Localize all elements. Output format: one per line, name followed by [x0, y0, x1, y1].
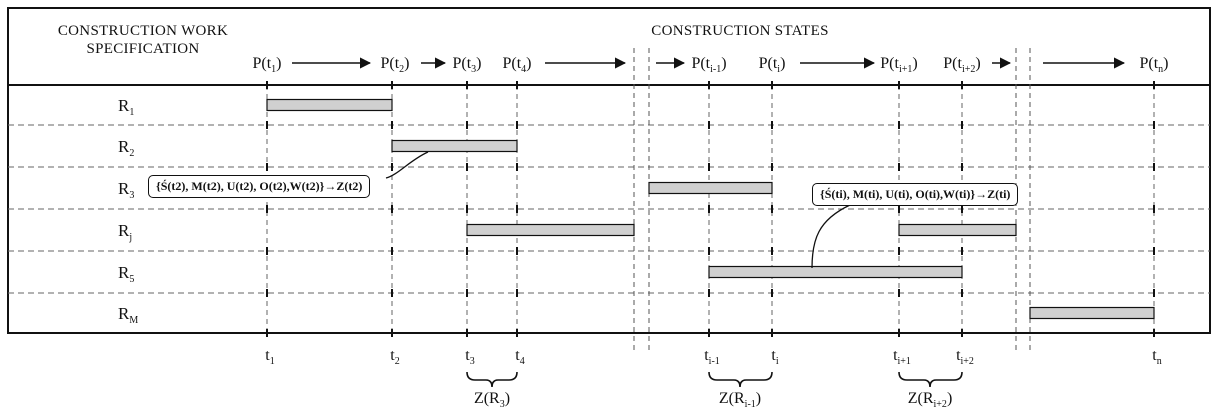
state-label: P(tn) [1140, 55, 1169, 75]
z-label: Z(Ri+2) [908, 390, 953, 409]
time-label: ti+2 [956, 347, 974, 367]
time-label: tn [1152, 347, 1161, 367]
row-label: R5 [118, 263, 134, 285]
row-label: Rj [118, 221, 132, 243]
work-specification-title: CONSTRUCTION WORK SPECIFICATION [14, 22, 272, 58]
frame [7, 7, 1211, 334]
work-specification-title-line1: CONSTRUCTION WORK [57, 23, 229, 39]
time-label: ti-1 [704, 347, 720, 367]
state-label: P(ti) [759, 55, 786, 75]
row-label: R2 [118, 137, 134, 159]
state-label: P(t1) [253, 55, 282, 75]
activity-bar [898, 223, 1017, 237]
callout-left: {Ś(t2), M(t2), U(t2), O(t2),W(t2)}→Z(t2) [148, 175, 371, 198]
schedule-grid [7, 7, 1211, 350]
callout-left-pointer [385, 151, 429, 179]
brace [708, 371, 773, 388]
time-label: t4 [515, 347, 524, 367]
callout-right-text: {Ś(ti), M(ti), U(ti), O(ti),W(ti)}→Z(ti) [820, 187, 1011, 201]
activity-bar [648, 181, 773, 195]
state-label: P(ti+2) [943, 55, 980, 75]
labels: P(t1) P(t2) P(t3) P(t4) P(ti-1) P(ti) P(ti+1) P… [118, 55, 1169, 409]
work-specification-title-line2: SPECIFICATION [86, 41, 200, 57]
row-label: RM [118, 304, 138, 326]
state-label: P(ti+1) [880, 55, 917, 75]
time-label: t1 [265, 347, 274, 367]
state-label: P(t4) [503, 55, 532, 75]
state-label: P(ti-1) [691, 55, 726, 75]
activity-bars [266, 98, 1155, 320]
time-label: ti+1 [893, 347, 911, 367]
brace [466, 371, 518, 388]
state-label: P(t3) [453, 55, 482, 75]
activity-bar [708, 265, 963, 279]
z-label: Z(R3) [474, 390, 510, 409]
z-label: Z(Ri-1) [719, 390, 761, 409]
callout-left-text: {Ś(t2), M(t2), U(t2), O(t2),W(t2)}→Z(t2) [156, 179, 363, 193]
brace [898, 371, 963, 388]
activity-bar [391, 139, 518, 153]
callout-right-pointer [811, 204, 851, 269]
construction-states-title: CONSTRUCTION STATES [651, 23, 829, 39]
activity-bar [1029, 306, 1155, 320]
time-label: t3 [465, 347, 474, 367]
row-label: R1 [118, 96, 134, 118]
time-label: ti [771, 347, 778, 367]
time-label: t2 [390, 347, 399, 367]
state-label: P(t2) [381, 55, 410, 75]
activity-bar [466, 223, 635, 237]
row-label: R3 [118, 179, 134, 201]
callout-right: {Ś(ti), M(ti), U(ti), O(ti),W(ti)}→Z(ti) [812, 183, 1019, 206]
activity-bar [266, 98, 393, 112]
